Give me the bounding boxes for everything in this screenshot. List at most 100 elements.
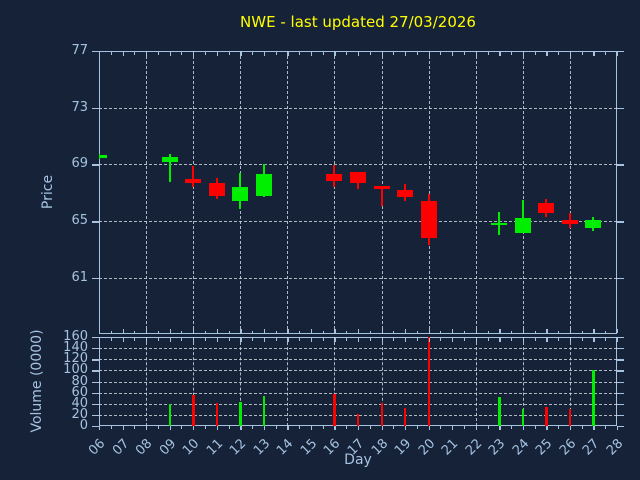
volume-ytick-label: 120 xyxy=(63,351,88,367)
price-xtick-top xyxy=(546,52,548,56)
volume-xtick-bottom xyxy=(358,426,360,430)
price-xtick-bottom xyxy=(617,329,619,333)
candle-body-day-12 xyxy=(232,187,249,202)
volume-xtick-bottom xyxy=(252,426,254,429)
volume-ytick-left xyxy=(92,414,99,417)
volume-horizontal-gridline xyxy=(99,403,617,405)
price-xtick-bottom xyxy=(440,330,442,333)
volume-xtick-top xyxy=(146,338,148,342)
price-xtick-top xyxy=(334,52,336,56)
volume-xtick-top xyxy=(393,338,395,341)
price-xtick-top xyxy=(499,52,501,56)
price-xtick-top xyxy=(169,52,171,56)
volume-xtick-bottom xyxy=(499,426,501,430)
volume-xtick-top xyxy=(263,338,266,342)
price-xtick-bottom xyxy=(110,330,112,333)
price-xtick-top xyxy=(157,52,159,55)
volume-bar-day-10 xyxy=(192,395,195,426)
price-xtick-bottom xyxy=(334,329,336,333)
price-xtick-bottom xyxy=(134,330,136,333)
volume-xtick-bottom xyxy=(558,426,560,429)
price-vertical-gridline xyxy=(287,51,289,334)
price-xtick-top xyxy=(122,52,124,56)
price-xtick-bottom xyxy=(475,329,478,333)
candle-body-day-17 xyxy=(350,172,366,183)
candle-body-day-20 xyxy=(420,201,437,238)
candle-body-day-27 xyxy=(585,219,602,228)
price-xtick-bottom xyxy=(416,330,418,333)
volume-ytick-label: 60 xyxy=(71,384,88,400)
volume-ytick-left xyxy=(92,337,99,339)
candle-body-day-19 xyxy=(397,190,414,198)
price-xtick-bottom xyxy=(546,329,548,333)
candle-body-day-25 xyxy=(538,203,555,213)
price-xtick-bottom xyxy=(252,330,254,333)
price-xtick-top xyxy=(204,52,206,55)
price-xtick-top xyxy=(452,52,454,56)
price-xtick-bottom xyxy=(204,330,206,333)
volume-xtick-bottom xyxy=(452,426,454,430)
candle-body-day-13 xyxy=(255,173,272,196)
volume-xtick-bottom xyxy=(405,426,407,430)
volume-xtick-top xyxy=(275,338,277,341)
price-xtick-top xyxy=(511,52,513,55)
volume-horizontal-gridline xyxy=(99,359,617,361)
volume-xtick-bottom xyxy=(381,426,383,430)
candle-body-day-16 xyxy=(326,174,343,182)
volume-xtick-bottom xyxy=(299,426,301,429)
volume-ytick-right xyxy=(617,381,624,383)
price-xtick-bottom xyxy=(463,330,465,333)
candle-body-day-23 xyxy=(491,222,508,225)
price-ytick-right xyxy=(617,164,624,166)
volume-ytick-right xyxy=(617,426,624,428)
price-ytick-right xyxy=(617,107,624,110)
volume-xtick-top xyxy=(475,338,478,342)
price-xtick-bottom xyxy=(369,330,371,333)
volume-xtick-top xyxy=(617,338,619,342)
price-xtick-bottom xyxy=(193,329,195,333)
price-xtick-top xyxy=(252,52,254,55)
volume-xtick-bottom xyxy=(617,426,619,430)
volume-ytick-right xyxy=(617,392,624,394)
volume-xtick-bottom xyxy=(240,426,242,430)
volume-xtick-bottom xyxy=(110,426,112,429)
volume-horizontal-gridline xyxy=(99,392,617,394)
volume-ytick-label: 140 xyxy=(63,340,88,356)
price-xtick-bottom xyxy=(452,329,454,333)
chart-title: NWE - last updated 27/03/2026 xyxy=(240,13,476,31)
price-xtick-top xyxy=(146,52,148,56)
volume-horizontal-gridline xyxy=(99,381,617,383)
price-xtick-top xyxy=(475,52,478,56)
price-horizontal-gridline xyxy=(99,164,617,166)
volume-xtick-top xyxy=(416,338,418,341)
price-ytick-label: 73 xyxy=(71,99,88,115)
price-horizontal-gridline xyxy=(99,277,617,279)
volume-xtick-top xyxy=(522,338,525,342)
price-xtick-bottom xyxy=(511,330,513,333)
volume-xtick-bottom xyxy=(546,426,548,430)
volume-ytick-label: 80 xyxy=(71,373,88,389)
volume-axis-label: Volume (0000) xyxy=(29,328,45,433)
price-xtick-top xyxy=(134,52,136,55)
volume-bar-day-20 xyxy=(427,337,431,426)
volume-xtick-top xyxy=(252,338,254,341)
volume-xtick-bottom xyxy=(263,426,266,430)
volume-ytick-left xyxy=(92,348,99,350)
volume-ytick-label: 0 xyxy=(79,418,88,433)
volume-xtick-bottom xyxy=(322,426,324,429)
volume-xtick-top xyxy=(240,338,242,342)
candle-body-day-26 xyxy=(561,219,578,225)
volume-bar-day-25 xyxy=(545,406,548,426)
volume-xtick-bottom xyxy=(169,426,171,430)
price-vertical-gridline xyxy=(475,51,477,334)
volume-ytick-left xyxy=(92,426,99,428)
price-xtick-top xyxy=(275,52,277,55)
volume-ytick-right xyxy=(617,370,624,372)
volume-xtick-top xyxy=(511,338,513,341)
price-xtick-top xyxy=(240,52,242,56)
price-xtick-bottom xyxy=(522,329,525,333)
volume-xtick-bottom xyxy=(134,426,136,429)
volume-xtick-bottom xyxy=(157,426,159,429)
volume-xtick-bottom xyxy=(428,426,430,430)
